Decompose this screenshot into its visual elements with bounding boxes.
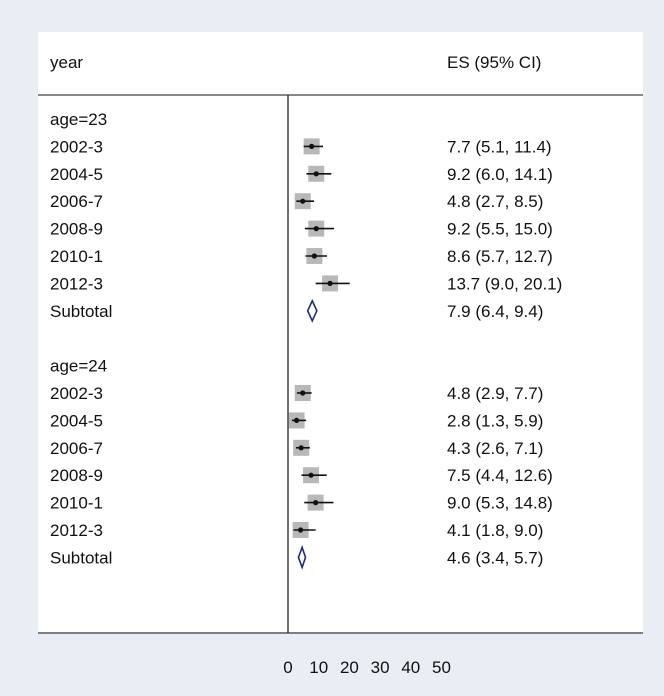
study-rows: age=23 2002-3 7.7 (5.1, 11.4) 2004-5 9.2 (6.…	[50, 110, 562, 570]
study-label: 2004-5	[50, 411, 103, 430]
study-row: 2006-7 4.8 (2.7, 8.5)	[50, 192, 543, 211]
point-estimate	[300, 198, 306, 204]
x-tick-label: 30	[371, 658, 390, 677]
es-value: 4.3 (2.6, 7.1)	[447, 439, 543, 458]
subtotal-row: Subtotal 4.6 (3.4, 5.7)	[50, 544, 543, 570]
study-row: 2008-9 7.5 (4.4, 12.6)	[50, 466, 553, 485]
point-estimate	[313, 226, 319, 232]
es-value: 9.0 (5.3, 14.8)	[447, 494, 553, 513]
header: year ES (95% CI)	[50, 53, 541, 72]
study-label: 2008-9	[50, 466, 103, 485]
group-label: age=24	[50, 357, 107, 376]
es-value: 8.6 (5.7, 12.7)	[447, 247, 553, 266]
study-label: 2006-7	[50, 439, 103, 458]
subtotal-diamond	[306, 298, 318, 323]
study-row: 2010-1 8.6 (5.7, 12.7)	[50, 247, 553, 266]
es-value: 4.8 (2.9, 7.7)	[447, 384, 543, 403]
point-estimate	[308, 472, 314, 478]
point-estimate	[297, 527, 304, 533]
point-estimate	[327, 280, 333, 286]
x-tick-label: 10	[309, 658, 328, 677]
label-column-header: year	[50, 53, 83, 72]
study-label: 2008-9	[50, 220, 103, 239]
es-value: 13.7 (9.0, 20.1)	[447, 274, 562, 293]
point-estimate	[309, 143, 315, 149]
es-value: 4.1 (1.8, 9.0)	[447, 521, 543, 540]
x-tick-label: 50	[432, 658, 451, 677]
point-estimate	[311, 253, 318, 259]
es-value: 4.8 (2.7, 8.5)	[447, 192, 543, 211]
subtotal-label: Subtotal	[50, 548, 112, 567]
subtotal-es-value: 4.6 (3.4, 5.7)	[447, 548, 543, 567]
point-estimate	[313, 171, 319, 177]
point-estimate	[300, 390, 306, 396]
es-value: 2.8 (1.3, 5.9)	[447, 411, 543, 430]
x-tick-label: 0	[283, 658, 292, 677]
subtotal-label: Subtotal	[50, 302, 112, 321]
study-label: 2004-5	[50, 165, 103, 184]
subtotal-es-value: 7.9 (6.4, 9.4)	[447, 302, 543, 321]
x-axis: 0 10 20 30 40 50	[283, 658, 451, 677]
es-column-header: ES (95% CI)	[447, 53, 541, 72]
es-value: 7.5 (4.4, 12.6)	[447, 466, 553, 485]
study-row: 2012-3 4.1 (1.8, 9.0)	[50, 521, 543, 540]
study-row: 2012-3 13.7 (9.0, 20.1)	[50, 274, 562, 293]
study-row: 2002-3 7.7 (5.1, 11.4)	[50, 137, 552, 156]
study-label: 2012-3	[50, 521, 103, 540]
study-row: 2004-5 2.8 (1.3, 5.9)	[50, 411, 543, 430]
subtotal-row: Subtotal 7.9 (6.4, 9.4)	[50, 298, 543, 323]
point-estimate	[293, 417, 300, 423]
group-label: age=23	[50, 110, 107, 129]
x-tick-label: 20	[340, 658, 359, 677]
study-row: 2002-3 4.8 (2.9, 7.7)	[50, 384, 543, 403]
study-label: 2012-3	[50, 274, 103, 293]
es-value: 9.2 (5.5, 15.0)	[447, 220, 553, 239]
study-label: 2006-7	[50, 192, 103, 211]
study-label: 2002-3	[50, 137, 103, 156]
study-row: 2010-1 9.0 (5.3, 14.8)	[50, 494, 553, 513]
study-label: 2002-3	[50, 384, 103, 403]
study-row: 2006-7 4.3 (2.6, 7.1)	[50, 439, 543, 458]
point-estimate	[298, 445, 304, 451]
subtotal-diamond	[297, 544, 307, 570]
point-estimate	[313, 500, 319, 506]
es-value: 9.2 (6.0, 14.1)	[447, 165, 553, 184]
x-tick-label: 40	[401, 658, 420, 677]
study-label: 2010-1	[50, 247, 103, 266]
study-row: 2008-9 9.2 (5.5, 15.0)	[50, 220, 553, 239]
study-row: 2004-5 9.2 (6.0, 14.1)	[50, 165, 553, 184]
plot-area	[38, 32, 643, 632]
study-label: 2010-1	[50, 494, 103, 513]
es-value: 7.7 (5.1, 11.4)	[447, 137, 552, 156]
